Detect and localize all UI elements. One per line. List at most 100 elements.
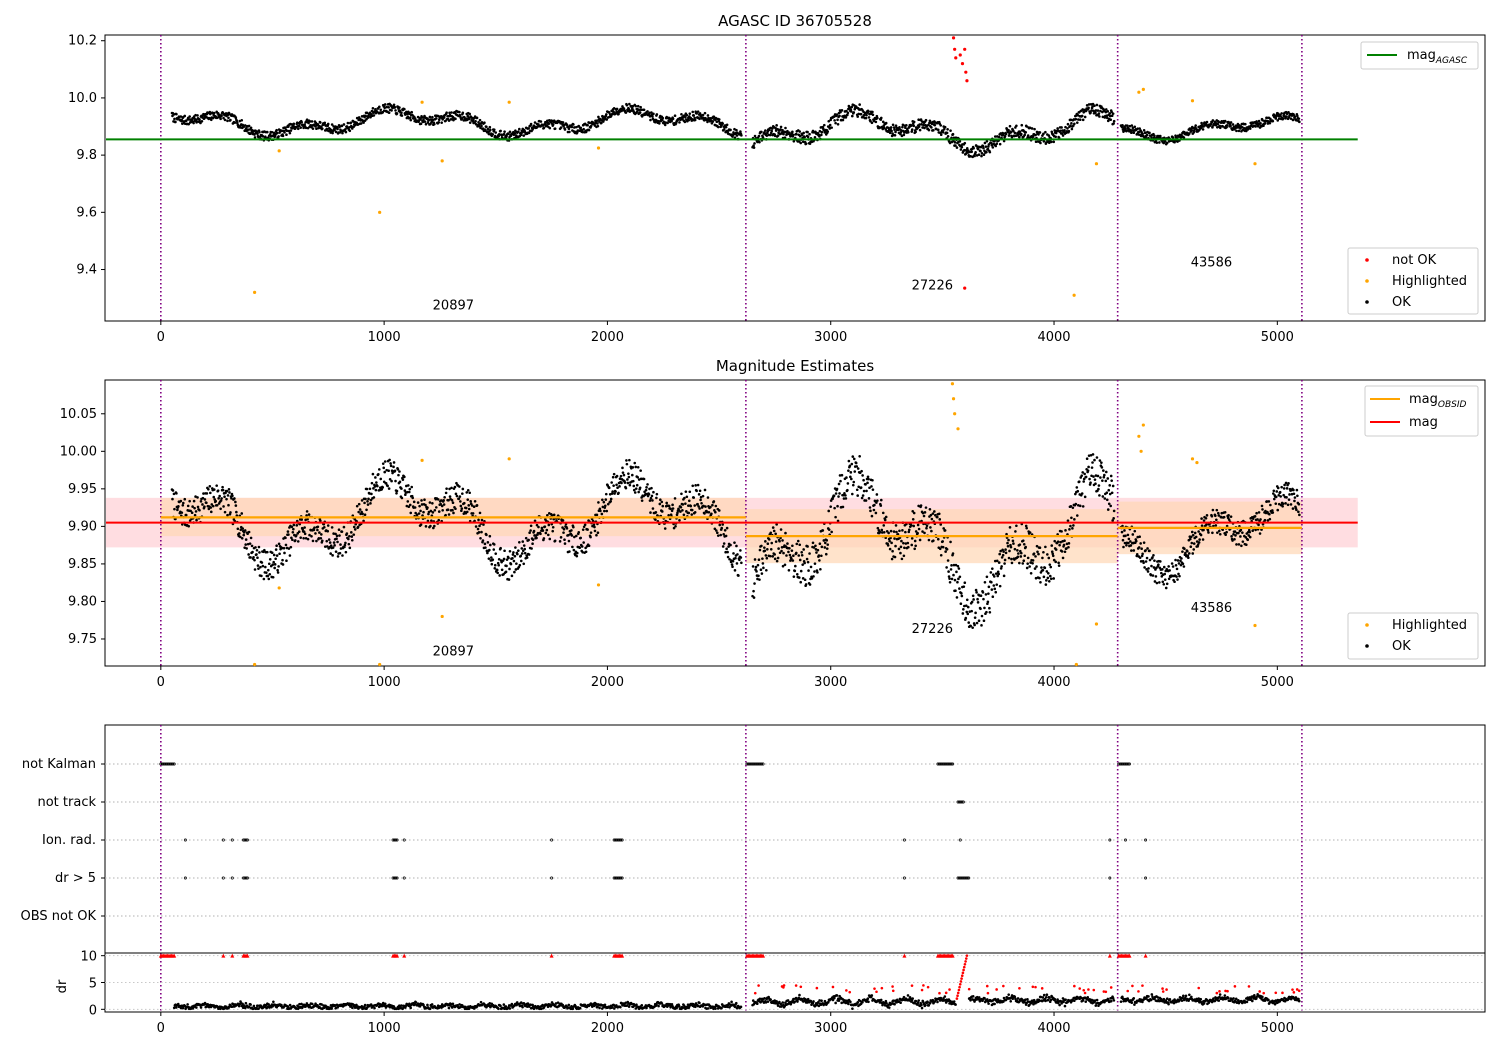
ok-point — [403, 475, 406, 479]
ok-point — [1092, 475, 1095, 478]
ok-point — [288, 131, 292, 135]
ok-point — [445, 111, 448, 115]
ok-point — [1048, 574, 1052, 578]
ok-point — [970, 600, 974, 604]
ok-point — [884, 121, 888, 125]
ok-point — [654, 518, 657, 521]
ok-point — [490, 562, 494, 566]
ok-point — [1058, 543, 1061, 547]
ok-point — [1039, 141, 1042, 145]
ok-point — [1080, 492, 1084, 495]
ok-point — [1133, 529, 1137, 533]
ok-point — [839, 479, 842, 483]
ok-point — [183, 114, 187, 118]
ok-point — [470, 116, 474, 120]
ok-point — [467, 117, 471, 121]
ok-point — [840, 473, 844, 477]
ok-point — [523, 547, 527, 551]
ok-point — [583, 523, 587, 527]
ok-point — [917, 118, 920, 122]
ok-point — [1138, 556, 1142, 559]
ok-point — [266, 568, 270, 572]
ok-point — [904, 530, 907, 534]
ok-point — [1148, 549, 1151, 553]
ok-point — [1028, 126, 1032, 130]
ok-point — [273, 566, 276, 570]
ok-point — [618, 485, 621, 488]
ok-point — [276, 571, 280, 574]
ok-point — [392, 103, 396, 107]
ok-point — [329, 544, 333, 547]
ok-point — [370, 492, 373, 496]
ok-point — [1288, 493, 1291, 496]
ok-point — [974, 588, 978, 592]
ok-point — [953, 578, 957, 582]
ok-point — [494, 131, 498, 134]
ok-point — [976, 597, 979, 601]
ok-point — [1087, 106, 1090, 110]
ok-point — [437, 118, 441, 122]
ok-point — [1223, 510, 1227, 514]
ok-point — [518, 563, 522, 567]
ok-point — [330, 123, 334, 126]
ok-point — [661, 116, 665, 120]
ok-point — [769, 531, 773, 535]
highlighted-point — [507, 457, 511, 461]
ok-point — [186, 504, 190, 508]
ok-point — [758, 140, 761, 144]
ok-point — [912, 124, 916, 128]
ok-point — [993, 587, 997, 591]
ok-point — [905, 123, 908, 127]
ok-point — [1286, 503, 1290, 507]
ok-point — [193, 506, 196, 510]
ok-point — [906, 541, 910, 545]
ok-point — [595, 513, 599, 517]
ok-point — [220, 114, 223, 117]
ok-point — [466, 498, 470, 501]
ok-point — [850, 114, 854, 118]
ok-point — [762, 566, 765, 570]
flag-marker — [550, 838, 554, 842]
ok-point — [562, 527, 566, 531]
ok-point — [633, 461, 637, 465]
ok-point — [1053, 539, 1056, 543]
ok-point — [624, 111, 628, 114]
ok-point — [400, 487, 403, 490]
ok-point — [348, 129, 352, 133]
ok-point — [1008, 549, 1011, 553]
ok-point — [181, 503, 185, 507]
ok-point — [1103, 497, 1107, 500]
ok-point — [1192, 542, 1196, 545]
flag-marker — [230, 876, 234, 880]
highlighted-point — [596, 146, 601, 150]
ok-point — [693, 118, 697, 122]
ok-point — [208, 484, 212, 488]
ok-point — [607, 111, 611, 114]
ok-point — [296, 540, 300, 543]
ok-point — [982, 153, 986, 156]
ok-point — [804, 142, 808, 145]
ok-point — [419, 509, 422, 513]
ok-point — [794, 564, 797, 568]
ok-point — [486, 541, 490, 544]
legend-label: OK — [1392, 639, 1411, 654]
ok-point — [225, 489, 229, 493]
ok-point — [320, 533, 323, 536]
ok-point — [431, 115, 434, 119]
ok-point — [1223, 119, 1227, 123]
ok-point — [480, 530, 483, 534]
ok-point — [683, 120, 687, 124]
ok-point — [331, 546, 335, 549]
ok-point — [817, 554, 821, 557]
ok-point — [376, 484, 379, 488]
ok-point — [310, 534, 313, 538]
ok-point — [985, 610, 988, 614]
ok-point — [637, 490, 640, 494]
ok-point — [1017, 132, 1020, 136]
ok-point — [227, 116, 230, 120]
ok-point — [390, 109, 393, 112]
ok-point — [990, 141, 993, 145]
ok-point — [1064, 529, 1067, 532]
ok-point — [441, 509, 444, 512]
